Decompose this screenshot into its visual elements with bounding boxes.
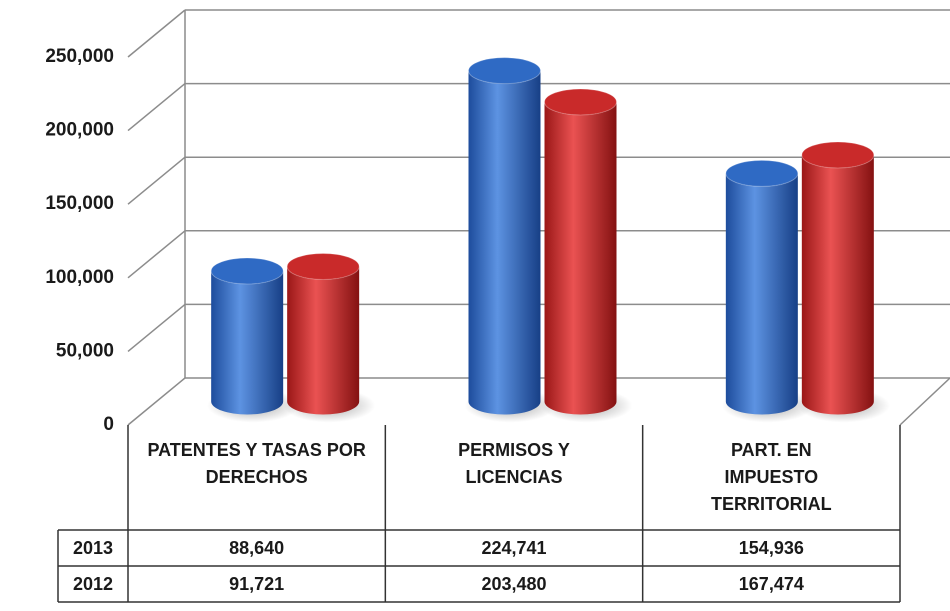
grid-line <box>127 303 186 352</box>
bar <box>211 271 284 415</box>
data-label: 224,741 <box>481 538 546 558</box>
grid-line <box>127 230 186 279</box>
x-tick-label: PART. EN IMPUESTO TERRITORIAL <box>710 440 832 514</box>
y-tick-label: 0 <box>103 414 114 435</box>
bar-top <box>801 141 875 169</box>
x-category-cell: PATENTES Y TASAS POR DERECHOS <box>147 440 366 487</box>
data-label: 154,936 <box>739 538 804 558</box>
data-label: 88,640 <box>229 538 284 558</box>
y-tick-label: 200,000 <box>45 120 114 141</box>
x-tick-label: PATENTES Y TASAS POR DERECHOS <box>147 440 366 487</box>
bar-top <box>210 257 284 285</box>
grid-line <box>127 156 186 205</box>
x-category-cell: PERMISOS Y LICENCIAS <box>458 440 570 487</box>
bar <box>544 101 617 415</box>
data-label: 91,721 <box>229 574 284 594</box>
bar <box>725 173 798 415</box>
floor-edge <box>899 377 950 426</box>
y-tick-label: 250,000 <box>45 46 114 67</box>
bar-top <box>725 159 799 187</box>
grid-line <box>127 83 186 132</box>
bar <box>801 154 874 415</box>
y-tick-label: 150,000 <box>45 193 114 214</box>
legend-label: 2012 <box>73 574 113 594</box>
data-label: 203,480 <box>481 574 546 594</box>
y-tick-label: 100,000 <box>45 267 114 288</box>
bar-top <box>286 252 360 280</box>
bar <box>468 70 541 415</box>
grid-line <box>127 9 186 58</box>
bar-top <box>468 57 541 85</box>
y-tick-label: 50,000 <box>56 340 114 361</box>
x-tick-label: PERMISOS Y LICENCIAS <box>458 440 570 487</box>
x-category-cell: PART. EN IMPUESTO TERRITORIAL <box>710 440 832 514</box>
data-label: 167,474 <box>739 574 804 594</box>
legend-label: 2013 <box>73 538 113 558</box>
bar <box>287 266 360 415</box>
bar-top <box>544 88 617 116</box>
grid-line <box>127 377 186 426</box>
